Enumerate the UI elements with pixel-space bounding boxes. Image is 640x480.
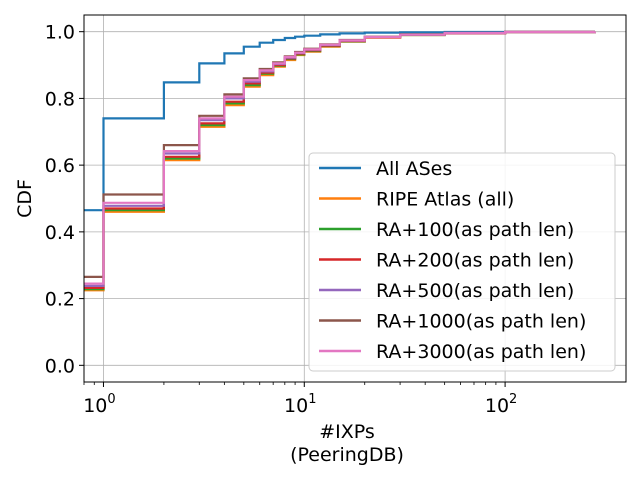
legend-label-2: RA+100(as path len)	[376, 219, 574, 241]
legend-label-6: RA+3000(as path len)	[376, 341, 586, 363]
y-axis-label: CDF	[14, 179, 36, 218]
legend-label-5: RA+1000(as path len)	[376, 311, 586, 333]
y-tick-label: 0.0	[45, 355, 75, 377]
legend-box	[308, 152, 616, 372]
y-tick-label: 0.2	[45, 289, 75, 311]
plot-frame	[83, 14, 627, 383]
legend-label-0: All ASes	[376, 158, 452, 180]
y-tick-label: 0.4	[45, 222, 75, 244]
series-line-0	[84, 30, 595, 212]
x-axis-sublabel: (PeeringDB)	[290, 444, 404, 466]
x-tick-label: 100	[83, 392, 115, 417]
series-line-6	[84, 30, 596, 285]
legend: All ASes RIPE Atlas (all) RA+100(as path l…	[308, 152, 616, 372]
y-tick-label: 0.6	[45, 155, 75, 177]
y-axis-ticks: 0.0 0.2 0.4 0.6 0.8 1.0	[45, 22, 84, 377]
x-axis-ticks: 100 101 102	[83, 382, 517, 417]
y-tick-label: 0.8	[45, 88, 75, 110]
series-lines	[84, 30, 596, 292]
x-tick-label: 102	[485, 392, 517, 417]
legend-label-1: RIPE Atlas (all)	[376, 189, 514, 211]
legend-label-4: RA+500(as path len)	[376, 280, 574, 302]
legend-label-3: RA+200(as path len)	[376, 250, 574, 272]
x-axis-label: #IXPs	[319, 421, 375, 443]
y-tick-label: 1.0	[45, 22, 75, 44]
x-tick-label: 101	[284, 392, 316, 417]
